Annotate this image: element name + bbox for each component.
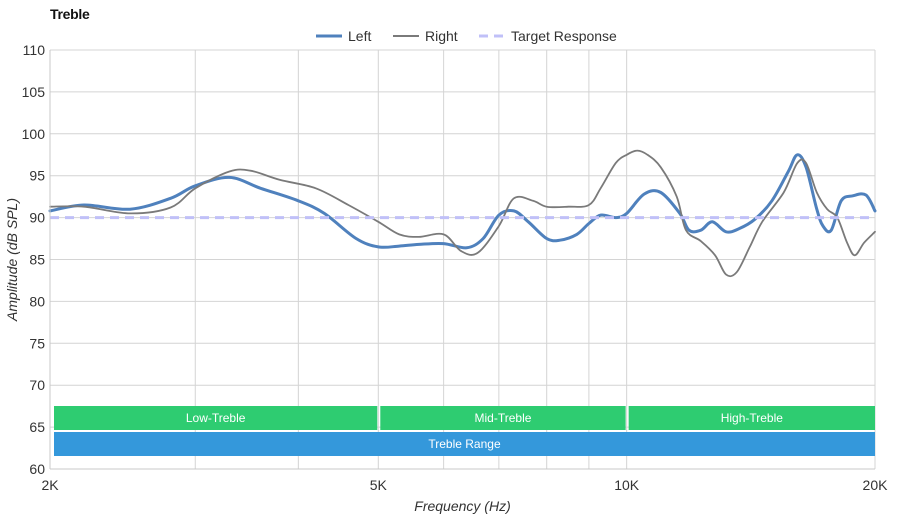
series-lines <box>48 149 877 278</box>
y-tick-label: 65 <box>29 419 45 435</box>
chart-title: Treble <box>50 6 90 22</box>
y-tick-label: 110 <box>23 42 46 58</box>
x-tick-label: 5K <box>370 477 388 493</box>
legend-label: Right <box>425 28 458 44</box>
series-right <box>49 149 876 278</box>
range-bands: Low-Treble Mid-Treble High-Treble Treble Ra… <box>54 406 875 456</box>
y-tick-label: 80 <box>29 293 45 309</box>
legend-label: Target Response <box>511 28 617 44</box>
legend-label: Left <box>348 28 371 44</box>
axes: 60 65 70 75 80 85 90 95 100 105 110 2K 5K 10K 20K Frequ… <box>4 42 888 514</box>
band-low-treble <box>54 406 378 430</box>
y-tick-label: 90 <box>29 210 45 226</box>
y-tick-label: 60 <box>29 461 45 477</box>
band-mid-treble <box>380 406 626 430</box>
y-tick-label: 105 <box>22 84 46 100</box>
y-tick-label: 100 <box>22 126 46 142</box>
band-label: Mid-Treble <box>475 411 532 425</box>
y-axis-title: Amplitude (dB SPL) <box>4 198 20 322</box>
band-label: High-Treble <box>721 411 784 425</box>
y-tick-label: 70 <box>29 377 45 393</box>
y-tick-label: 75 <box>29 335 45 351</box>
legend: Left Right Target Response <box>316 28 617 44</box>
band-treble-range <box>54 432 875 456</box>
x-tick-label: 2K <box>41 477 59 493</box>
y-tick-label: 95 <box>29 168 45 184</box>
series-left <box>48 153 877 250</box>
band-label: Treble Range <box>428 437 501 451</box>
x-tick-label: 20K <box>863 477 889 493</box>
x-axis-title: Frequency (Hz) <box>414 498 510 514</box>
x-tick-label: 10K <box>614 477 640 493</box>
y-tick-label: 85 <box>29 252 45 268</box>
band-high-treble <box>628 406 875 430</box>
band-label: Low-Treble <box>186 411 246 425</box>
